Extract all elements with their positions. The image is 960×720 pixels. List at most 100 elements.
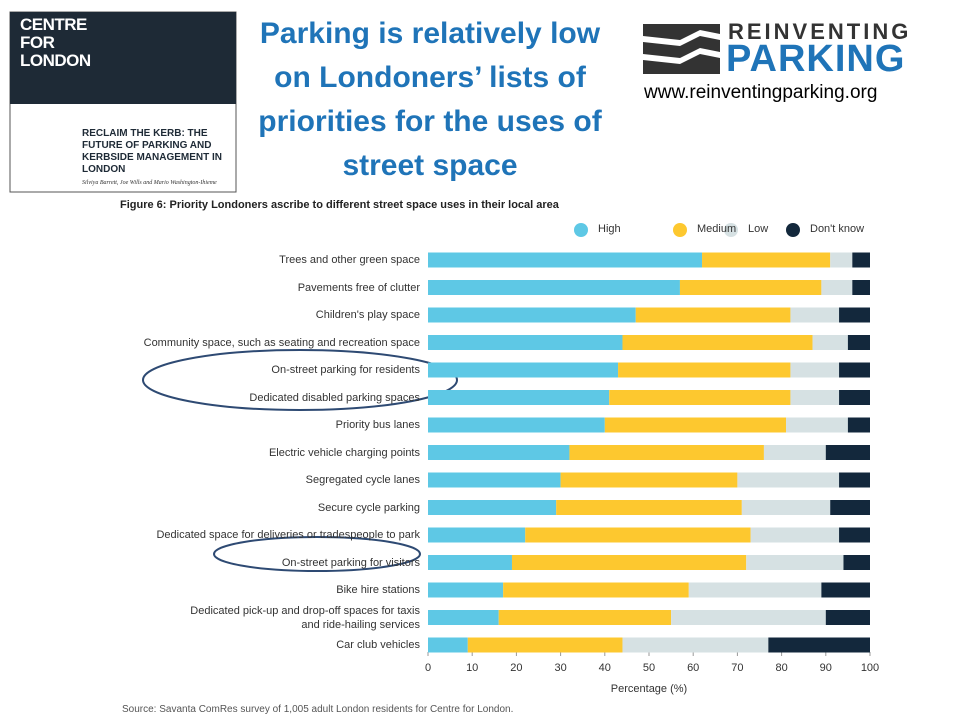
- chart-title: Figure 6: Priority Londoners ascribe to …: [120, 199, 559, 211]
- x-tick-label: 50: [642, 662, 656, 674]
- bar-segment: [525, 527, 751, 543]
- legend-swatch: [786, 223, 800, 237]
- logo-url: www.reinventingparking.org: [644, 82, 878, 103]
- category-label: Electric vehicle charging points: [268, 446, 420, 459]
- bar-segment: [768, 637, 870, 653]
- bar-segment: [428, 500, 557, 515]
- bar-segment: [609, 390, 791, 405]
- x-tick-label: 10: [466, 662, 479, 674]
- bar-segment: [428, 280, 680, 295]
- category-label: Segregated cycle lanes: [305, 474, 420, 486]
- x-axis-label: Percentage (%): [610, 683, 688, 695]
- bar-segment: [839, 390, 870, 405]
- category-label: On-street parking for residents: [271, 364, 420, 376]
- bar-segment: [688, 582, 822, 598]
- logo-line1: REINVENTING: [728, 19, 912, 44]
- bar-segment: [635, 307, 791, 323]
- x-tick-label: 80: [775, 662, 788, 674]
- bar-segment: [750, 527, 840, 543]
- bar-segment: [790, 390, 840, 405]
- category-label: Trees and other green space: [279, 254, 420, 266]
- report-authors: Silviya Barrett, Joe Wills and Mario Was…: [82, 180, 217, 186]
- x-tick-label: 20: [510, 662, 523, 674]
- bar-segment: [671, 610, 826, 625]
- bar-segment: [790, 362, 840, 378]
- bar-segment: [702, 252, 831, 268]
- legend-swatch: [673, 223, 687, 237]
- bar-segment: [825, 445, 870, 460]
- bar-segment: [428, 252, 703, 268]
- x-tick-label: 40: [598, 662, 611, 674]
- bar-segment: [428, 445, 570, 460]
- bar-segment: [428, 637, 468, 653]
- bar-segment: [830, 500, 870, 515]
- bar-segment: [428, 390, 610, 405]
- legend-swatch: [574, 223, 588, 237]
- logo-graphic: [643, 24, 720, 74]
- bar-segment: [428, 582, 504, 598]
- bar-segment: [679, 280, 822, 295]
- bar-segment: [428, 527, 526, 543]
- bar-segment: [847, 417, 870, 433]
- x-tick-label: 30: [554, 662, 567, 674]
- slide-title: Parking is relatively low on Londoners’ …: [258, 17, 602, 182]
- x-tick-label: 100: [860, 662, 880, 674]
- bar-segment: [622, 335, 813, 350]
- category-label: Priority bus lanes: [335, 419, 420, 431]
- source: Source: Savanta ComRes survey of 1,005 a…: [122, 704, 514, 715]
- category-label: Children's play space: [315, 309, 420, 321]
- x-tick-label: 60: [687, 662, 700, 674]
- bar-segment: [618, 362, 791, 378]
- legend-swatch: [724, 223, 738, 237]
- bar-segment: [737, 472, 840, 488]
- bar-segment: [821, 582, 870, 598]
- bar-segment: [511, 555, 747, 570]
- bar-segment: [830, 252, 853, 268]
- bar-segment: [763, 445, 826, 460]
- category-label: Pavements free of clutter: [297, 281, 420, 294]
- report-title: RECLAIM THE KERB: THE FUTURE OF PARKING …: [82, 128, 223, 175]
- highlight-ellipse: [142, 349, 458, 411]
- bar-segment: [847, 335, 870, 350]
- bar-segment: [569, 445, 764, 460]
- bar-segment: [428, 417, 605, 433]
- bar-segment: [839, 527, 870, 543]
- legend-label: Don't know: [810, 223, 865, 235]
- legend-label: Low: [748, 223, 769, 235]
- bar-segment: [839, 307, 870, 323]
- bar-segment: [843, 555, 870, 570]
- bar-segment: [622, 637, 769, 653]
- legend-label: High: [598, 223, 621, 235]
- logo-line2: PARKING: [726, 38, 906, 80]
- bar-segment: [604, 417, 787, 433]
- bar-segment: [428, 472, 561, 488]
- bar-segment: [428, 610, 499, 625]
- category-label: On-street parking for visitors: [281, 556, 420, 569]
- bar-segment: [428, 362, 619, 378]
- bar-segment: [852, 252, 870, 268]
- bar-segment: [741, 500, 831, 515]
- bar-segment: [852, 280, 870, 295]
- bar-segment: [790, 307, 840, 323]
- category-label: Dedicated pick-up and drop-off spaces fo…: [190, 604, 420, 631]
- highlight-ellipse: [213, 536, 421, 572]
- bar-segment: [503, 582, 689, 598]
- bar-segment: [839, 472, 870, 488]
- category-label: Dedicated space for deliveries or trades…: [156, 529, 420, 541]
- bar-segment: [467, 637, 623, 653]
- bar-segment: [746, 555, 844, 570]
- category-label: Bike hire stations: [336, 584, 420, 596]
- category-label: Community space, such as seating and rec…: [143, 336, 420, 349]
- bar-segment: [825, 610, 870, 625]
- bar-segment: [839, 362, 870, 378]
- bar-segment: [786, 417, 848, 433]
- bar-segment: [428, 307, 636, 323]
- bar-segment: [428, 335, 623, 350]
- x-tick-label: 70: [731, 662, 744, 674]
- category-label: Car club vehicles: [336, 639, 420, 651]
- bar-segment: [428, 555, 512, 570]
- x-tick-label: 90: [819, 662, 832, 674]
- bar-segment: [560, 472, 738, 488]
